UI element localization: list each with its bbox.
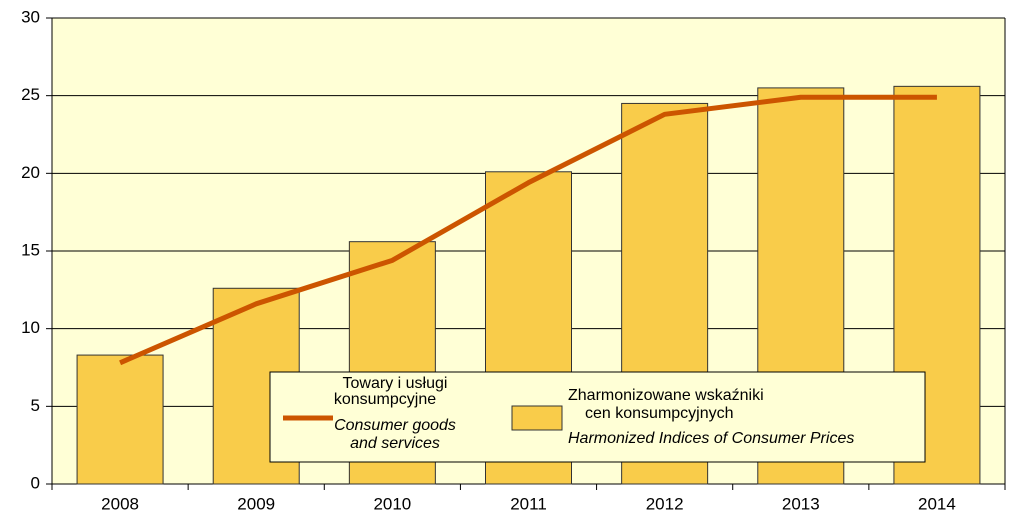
x-tick-label: 2008 bbox=[101, 494, 139, 513]
legend-label: Zharmonizowane wskaźniki bbox=[568, 387, 764, 404]
y-tick-label: 25 bbox=[21, 85, 40, 104]
legend-label: Consumer goods bbox=[334, 417, 456, 434]
x-tick-label: 2011 bbox=[510, 494, 547, 513]
legend-label: cen konsumpcyjnych bbox=[585, 405, 734, 422]
legend-label: Harmonized Indices of Consumer Prices bbox=[568, 430, 854, 447]
y-tick-label: 0 bbox=[31, 473, 40, 492]
bar bbox=[76, 354, 164, 485]
y-tick-label: 30 bbox=[21, 7, 40, 26]
legend-label: and services bbox=[350, 435, 440, 452]
line bbox=[119, 94, 937, 366]
y-tick-label: 15 bbox=[21, 240, 40, 259]
legend-label: konsumpcyjne bbox=[334, 391, 436, 408]
y-tick-label: 10 bbox=[21, 318, 40, 337]
legend bbox=[269, 371, 926, 463]
x-tick-label: 2010 bbox=[373, 494, 411, 513]
legend-swatch bbox=[511, 405, 563, 431]
x-tick-label: 2013 bbox=[782, 494, 820, 513]
x-tick-label: 2012 bbox=[646, 494, 684, 513]
y-tick-label: 20 bbox=[21, 163, 40, 182]
legend-label: Towary i usługi bbox=[343, 375, 448, 392]
x-tick-label: 2014 bbox=[918, 494, 956, 513]
x-tick-label: 2009 bbox=[237, 494, 275, 513]
y-tick-label: 5 bbox=[31, 396, 40, 415]
